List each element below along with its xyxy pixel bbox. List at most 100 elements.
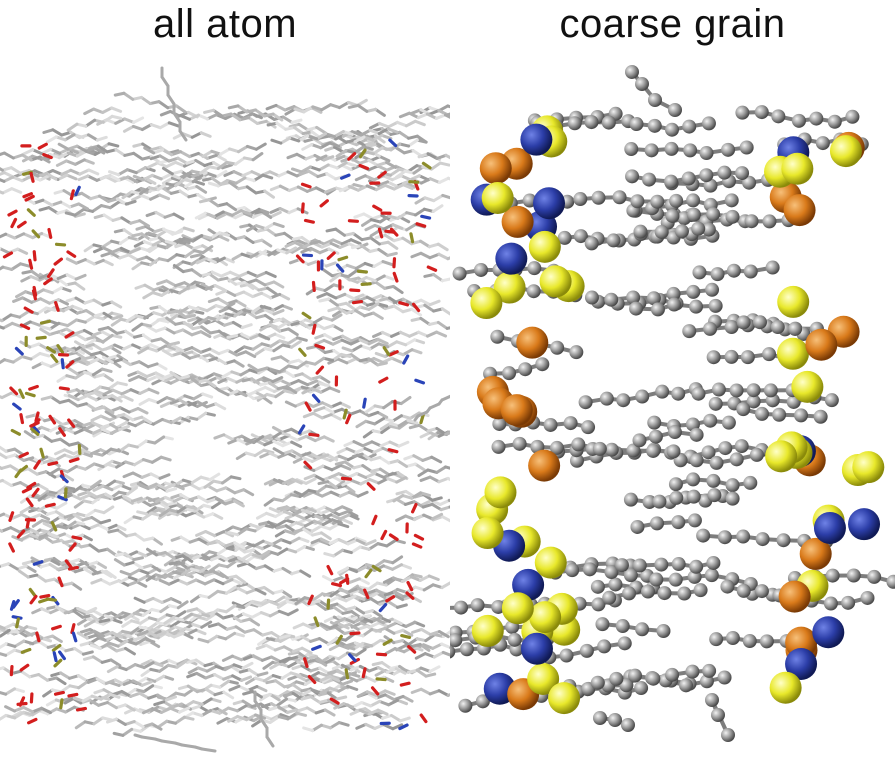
tail-bead (746, 394, 761, 409)
tail-bead (543, 417, 558, 432)
glycerol-bead (527, 663, 560, 696)
tail-bead (559, 648, 574, 663)
tail-bead (691, 386, 706, 401)
tail-bead (696, 528, 711, 543)
tail-bead (606, 233, 621, 248)
tail-bead (724, 320, 739, 335)
tail-bead (671, 557, 686, 572)
tail-bead (647, 415, 662, 430)
glycerol-bead (777, 285, 810, 318)
choline-bead (785, 647, 818, 680)
tail-bead (720, 579, 735, 594)
tail-bead (726, 263, 741, 278)
tail-bead (677, 586, 692, 601)
tail-bead (646, 671, 661, 686)
coarse-grain-panel: coarse grain (450, 0, 895, 768)
tail-bead (724, 349, 739, 364)
glycerol-bead (493, 271, 526, 304)
tail-bead (573, 229, 588, 244)
tail-bead (669, 490, 684, 505)
tail-bead (754, 584, 769, 599)
tail-bead (565, 563, 580, 578)
tail-bead (591, 190, 606, 205)
tail-bead (744, 214, 759, 229)
tail-bead (815, 136, 830, 151)
tail-bead (571, 437, 586, 452)
tail-bead (625, 169, 640, 184)
tail-bead (754, 105, 769, 120)
tail-bead (725, 491, 740, 506)
glycerol-bead (765, 440, 798, 473)
tail-bead (746, 383, 761, 398)
tail-bead (724, 193, 739, 208)
tail-bead (718, 441, 733, 456)
tail-bead (617, 636, 632, 651)
all-atom-panel: all atom (0, 2, 450, 753)
tail-bead (458, 698, 473, 713)
tail-bead (711, 708, 725, 722)
tail-bead (635, 622, 650, 637)
tail-bead (642, 172, 657, 187)
tail-bead (584, 115, 599, 130)
tail-bead (686, 193, 701, 208)
tail-bead (736, 529, 751, 544)
tail-bead (490, 329, 505, 344)
tail-bead (502, 366, 517, 381)
glycerol-bead (470, 287, 503, 320)
tail-bead (563, 416, 578, 431)
tail-bead (595, 617, 610, 632)
phosphate-bead (501, 205, 534, 238)
tail-bead (754, 406, 769, 421)
tail-bead (650, 302, 665, 317)
tail-bead (654, 224, 669, 239)
tail-bead (740, 350, 755, 365)
tail-bead (664, 141, 679, 156)
coarse-grain-title: coarse grain (559, 2, 786, 46)
tail-bead (584, 290, 599, 305)
tail-bead (788, 321, 803, 336)
tail-bead (652, 494, 667, 509)
tail-bead (776, 533, 791, 548)
tail-bead (601, 115, 616, 130)
tail-bead (708, 298, 723, 313)
tail-bead (772, 407, 787, 422)
tail-bead (491, 439, 506, 454)
tail-bead (759, 634, 774, 649)
tail-bead (550, 340, 565, 355)
tail-bead (809, 111, 824, 126)
tail-bead (667, 297, 682, 312)
tail-bead (681, 171, 696, 186)
tail-bead (699, 168, 714, 183)
tail-bead (721, 415, 736, 430)
tail-bead (749, 447, 764, 462)
tail-bead (581, 420, 596, 435)
cg-beads (450, 65, 895, 742)
tail-bead (626, 443, 641, 458)
tail-bead (691, 221, 706, 236)
tail-bead (604, 442, 619, 457)
tail-bead (717, 530, 732, 545)
tail-bead (717, 670, 732, 685)
tail-bead (527, 261, 542, 276)
tail-bead (686, 207, 701, 222)
tail-bead (711, 382, 726, 397)
tail-bead (683, 143, 698, 158)
tail-bead (725, 209, 740, 224)
tail-bead (827, 114, 842, 129)
tail-bead (634, 681, 649, 696)
tail-bead (646, 443, 661, 458)
tail-bead (705, 693, 719, 707)
tail-bead (650, 516, 665, 531)
tail-bead (630, 194, 645, 209)
tail-bead (791, 113, 806, 128)
tail-bead (492, 416, 507, 431)
tail-bead (736, 583, 751, 598)
glycerol-bead (471, 614, 504, 647)
tail-bead (569, 453, 584, 468)
tail-bead (735, 105, 750, 120)
tail-bead (841, 595, 856, 610)
tail-bead (706, 350, 721, 365)
tail-bead (763, 383, 778, 398)
glycerol-bead (471, 517, 504, 550)
tail-bead (721, 728, 735, 742)
